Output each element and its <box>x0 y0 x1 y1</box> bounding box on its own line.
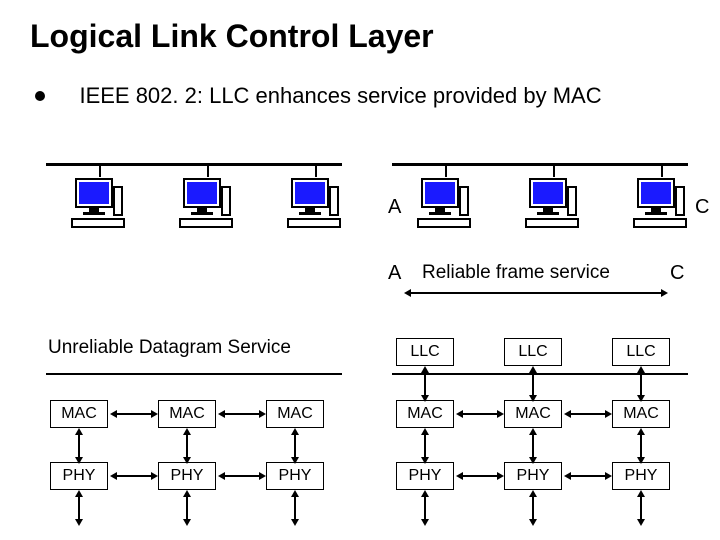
phy-box: PHY <box>396 462 454 490</box>
phy-down-varrow <box>186 496 188 520</box>
computer-icon <box>417 178 473 230</box>
phy-harrow <box>570 475 606 477</box>
mac-harrow <box>116 413 152 415</box>
phy-harrow <box>116 475 152 477</box>
phy-down-varrow <box>532 496 534 520</box>
drop-line <box>99 163 101 177</box>
drop-line <box>207 163 209 177</box>
mac-phy-varrow <box>640 434 642 458</box>
mac-harrow <box>570 413 606 415</box>
unreliable-service-label: Unreliable Datagram Service <box>48 337 338 359</box>
drop-line <box>553 163 555 177</box>
phy-down-varrow <box>640 496 642 520</box>
llc-box: LLC <box>612 338 670 366</box>
computer-icon <box>71 178 127 230</box>
computer-icon <box>633 178 689 230</box>
phy-box: PHY <box>50 462 108 490</box>
llc-mac-varrow <box>532 372 534 396</box>
llc-box: LLC <box>504 338 562 366</box>
phy-down-varrow <box>78 496 80 520</box>
bullet-item: IEEE 802. 2: LLC enhances service provid… <box>35 82 685 110</box>
mac-phy-varrow <box>78 434 80 458</box>
bullet-dot-icon <box>35 91 45 101</box>
bullet-text: IEEE 802. 2: LLC enhances service provid… <box>79 82 669 110</box>
phy-harrow <box>462 475 498 477</box>
mac-harrow <box>462 413 498 415</box>
drop-line <box>661 163 663 177</box>
label-c-top: C <box>695 196 709 219</box>
mac-box: MAC <box>396 400 454 428</box>
phy-down-varrow <box>294 496 296 520</box>
llc-mac-varrow <box>640 372 642 396</box>
mac-box: MAC <box>158 400 216 428</box>
llc-box: LLC <box>396 338 454 366</box>
reliable-service-label: Reliable frame service <box>422 262 672 284</box>
computer-icon <box>287 178 343 230</box>
mac-phy-varrow <box>424 434 426 458</box>
slide-title: Logical Link Control Layer <box>30 18 434 55</box>
phy-box: PHY <box>266 462 324 490</box>
separator-line <box>392 373 688 375</box>
computer-icon <box>525 178 581 230</box>
mac-harrow <box>224 413 260 415</box>
mac-phy-varrow <box>186 434 188 458</box>
label-a-mid: A <box>388 262 401 285</box>
mac-box: MAC <box>504 400 562 428</box>
phy-box: PHY <box>612 462 670 490</box>
computer-icon <box>179 178 235 230</box>
drop-line <box>315 163 317 177</box>
mac-phy-varrow <box>294 434 296 458</box>
right-network-bus <box>392 163 688 166</box>
mac-phy-varrow <box>532 434 534 458</box>
separator-line <box>46 373 342 375</box>
mac-box: MAC <box>50 400 108 428</box>
drop-line <box>445 163 447 177</box>
left-network-bus <box>46 163 342 166</box>
phy-down-varrow <box>424 496 426 520</box>
phy-box: PHY <box>504 462 562 490</box>
peer-arrow <box>410 292 662 294</box>
label-a-top: A <box>388 196 401 219</box>
phy-box: PHY <box>158 462 216 490</box>
llc-mac-varrow <box>424 372 426 396</box>
label-c-mid: C <box>670 262 684 285</box>
mac-box: MAC <box>266 400 324 428</box>
phy-harrow <box>224 475 260 477</box>
mac-box: MAC <box>612 400 670 428</box>
